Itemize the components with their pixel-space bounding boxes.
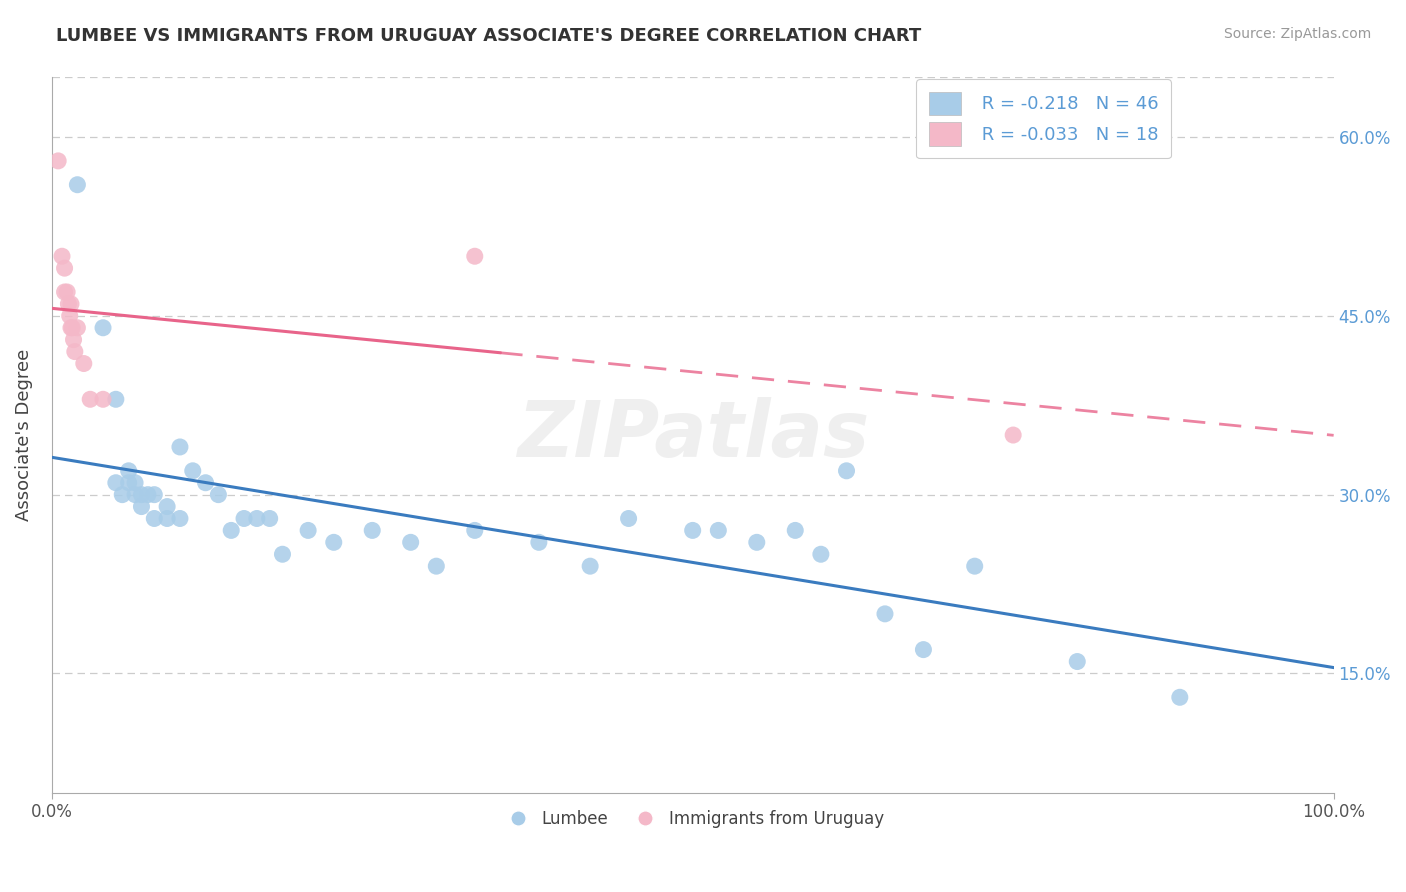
Point <box>1002 428 1025 442</box>
Point <box>143 511 166 525</box>
Point <box>1066 655 1088 669</box>
Point <box>63 344 86 359</box>
Point <box>233 511 256 525</box>
Point <box>143 488 166 502</box>
Text: ZIPatlas: ZIPatlas <box>516 397 869 473</box>
Point <box>156 500 179 514</box>
Text: LUMBEE VS IMMIGRANTS FROM URUGUAY ASSOCIATE'S DEGREE CORRELATION CHART: LUMBEE VS IMMIGRANTS FROM URUGUAY ASSOCI… <box>56 27 921 45</box>
Point <box>136 488 159 502</box>
Point <box>124 488 146 502</box>
Point <box>73 357 96 371</box>
Y-axis label: Associate's Degree: Associate's Degree <box>15 349 32 521</box>
Point <box>156 511 179 525</box>
Point <box>682 524 704 538</box>
Point <box>91 320 114 334</box>
Point <box>118 464 141 478</box>
Point <box>59 309 82 323</box>
Point <box>104 392 127 407</box>
Point <box>91 392 114 407</box>
Point <box>53 285 76 299</box>
Point <box>617 511 640 525</box>
Point <box>464 249 486 263</box>
Point <box>169 511 191 525</box>
Point <box>259 511 281 525</box>
Point <box>873 607 896 621</box>
Point <box>194 475 217 490</box>
Point <box>1168 690 1191 705</box>
Point <box>785 524 807 538</box>
Point <box>124 475 146 490</box>
Point <box>66 320 89 334</box>
Point <box>46 153 69 168</box>
Point <box>56 285 79 299</box>
Point <box>131 500 153 514</box>
Point <box>707 524 730 538</box>
Legend: Lumbee, Immigrants from Uruguay: Lumbee, Immigrants from Uruguay <box>495 803 890 834</box>
Point <box>361 524 384 538</box>
Point <box>963 559 986 574</box>
Point <box>297 524 319 538</box>
Point <box>131 488 153 502</box>
Point <box>104 475 127 490</box>
Text: Source: ZipAtlas.com: Source: ZipAtlas.com <box>1223 27 1371 41</box>
Point <box>579 559 602 574</box>
Point <box>118 475 141 490</box>
Point <box>111 488 134 502</box>
Point <box>527 535 550 549</box>
Point <box>62 333 84 347</box>
Point <box>59 297 82 311</box>
Point <box>219 524 242 538</box>
Point <box>207 488 229 502</box>
Point <box>810 547 832 561</box>
Point <box>60 320 83 334</box>
Point <box>58 297 80 311</box>
Point <box>322 535 344 549</box>
Point <box>66 178 89 192</box>
Point <box>79 392 101 407</box>
Point <box>181 464 204 478</box>
Point <box>271 547 294 561</box>
Point <box>51 249 73 263</box>
Point <box>53 261 76 276</box>
Point <box>59 320 82 334</box>
Point <box>835 464 858 478</box>
Point <box>745 535 768 549</box>
Point <box>912 642 935 657</box>
Point <box>246 511 269 525</box>
Point <box>464 524 486 538</box>
Point <box>425 559 447 574</box>
Point <box>169 440 191 454</box>
Point <box>399 535 422 549</box>
